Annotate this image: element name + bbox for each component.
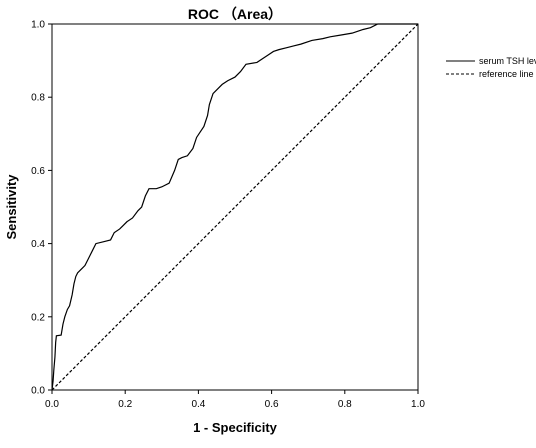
chart-title: ROC （Area） [188,6,282,22]
y-tick-label: 0.6 [31,166,45,177]
x-tick-label: 0.4 [191,399,205,410]
reference-line [51,23,419,391]
y-tick-label: 0.0 [31,386,45,397]
x-tick-label: 1.0 [411,399,425,410]
legend-label: reference line [479,69,534,79]
y-tick-label: 1.0 [31,20,45,31]
legend-label: serum TSH level [479,56,536,66]
y-tick-label: 0.2 [31,312,45,323]
x-tick-label: 0.8 [338,399,352,410]
x-tick-label: 0.6 [265,399,279,410]
series-layer [51,23,419,391]
y-axis-label: Sensitivity [4,174,19,240]
x-axis-label: 1 - Specificity [193,420,278,435]
legend: serum TSH level reference line [446,56,536,79]
x-axis-ticks: 0.0 0.2 0.4 0.6 0.8 1.0 [45,390,425,410]
y-tick-label: 0.8 [31,93,45,104]
roc-curve [51,23,418,391]
x-tick-label: 0.0 [45,399,59,410]
x-tick-label: 0.2 [118,399,132,410]
y-axis-ticks: 0.0 0.2 0.4 0.6 0.8 1.0 [31,20,52,397]
plot-area-frame [51,23,419,391]
y-tick-label: 0.4 [31,239,45,250]
